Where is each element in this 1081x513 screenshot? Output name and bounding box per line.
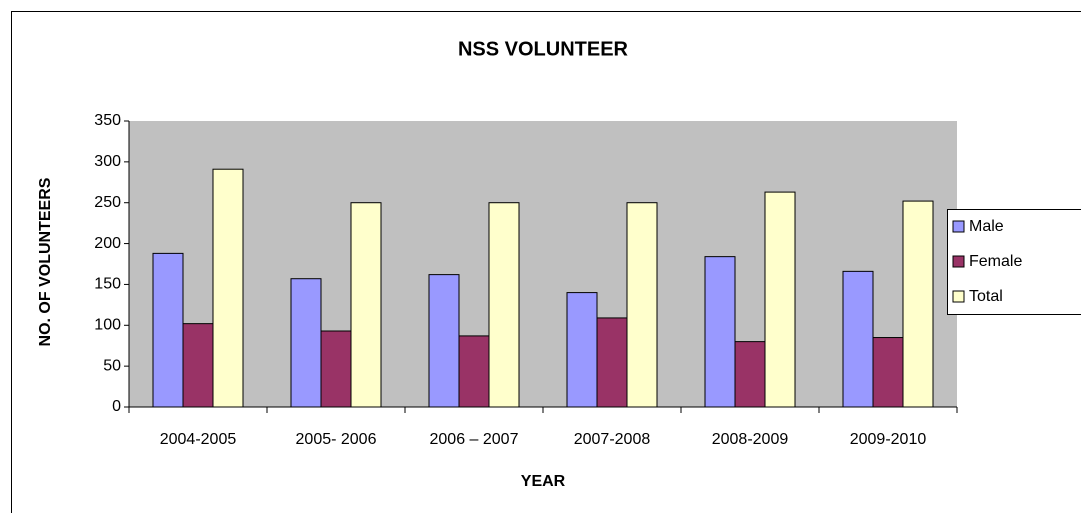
- legend-label: Female: [969, 253, 1022, 270]
- legend-swatch: [952, 220, 965, 233]
- chart-title: NSS VOLUNTEER: [458, 38, 629, 60]
- bar: [842, 270, 874, 408]
- bar: [428, 274, 460, 408]
- y-tick-label: 250: [94, 194, 121, 211]
- y-tick-label: 100: [94, 317, 121, 334]
- bar: [872, 337, 904, 408]
- bar: [764, 191, 796, 408]
- legend-label: Male: [969, 218, 1004, 235]
- bar: [566, 292, 598, 408]
- bar: [152, 252, 184, 408]
- bar: [488, 202, 520, 408]
- y-tick-label: 150: [94, 276, 121, 293]
- legend-swatch: [952, 290, 965, 303]
- bar: [596, 317, 628, 408]
- bar: [290, 278, 322, 408]
- bar: [704, 256, 736, 408]
- y-tick-label: 300: [94, 153, 121, 170]
- x-tick-label: 2008-2009: [712, 431, 789, 448]
- bar: [350, 202, 382, 408]
- x-tick-label: 2004-2005: [160, 431, 237, 448]
- bar: [320, 330, 352, 408]
- y-tick-label: 50: [103, 357, 121, 374]
- legend-label: Total: [969, 288, 1003, 305]
- y-tick-label: 200: [94, 235, 121, 252]
- bar: [212, 168, 244, 408]
- x-tick-label: 2006 – 2007: [430, 431, 519, 448]
- bar: [734, 341, 766, 408]
- y-tick-label: 350: [94, 112, 121, 129]
- y-tick-label: 0: [112, 398, 121, 415]
- x-tick-label: 2005- 2006: [296, 431, 377, 448]
- legend-box: [947, 209, 1081, 315]
- bar: [458, 335, 490, 408]
- bar: [182, 323, 214, 408]
- plot-area: [129, 121, 957, 407]
- bar: [902, 200, 934, 408]
- x-tick-label: 2007-2008: [574, 431, 651, 448]
- y-axis-label: NO. OF VOLUNTEERS: [37, 177, 54, 346]
- x-tick-label: 2009-2010: [850, 431, 927, 448]
- bar: [626, 202, 658, 408]
- x-axis-label: YEAR: [521, 473, 566, 490]
- legend-swatch: [952, 255, 965, 268]
